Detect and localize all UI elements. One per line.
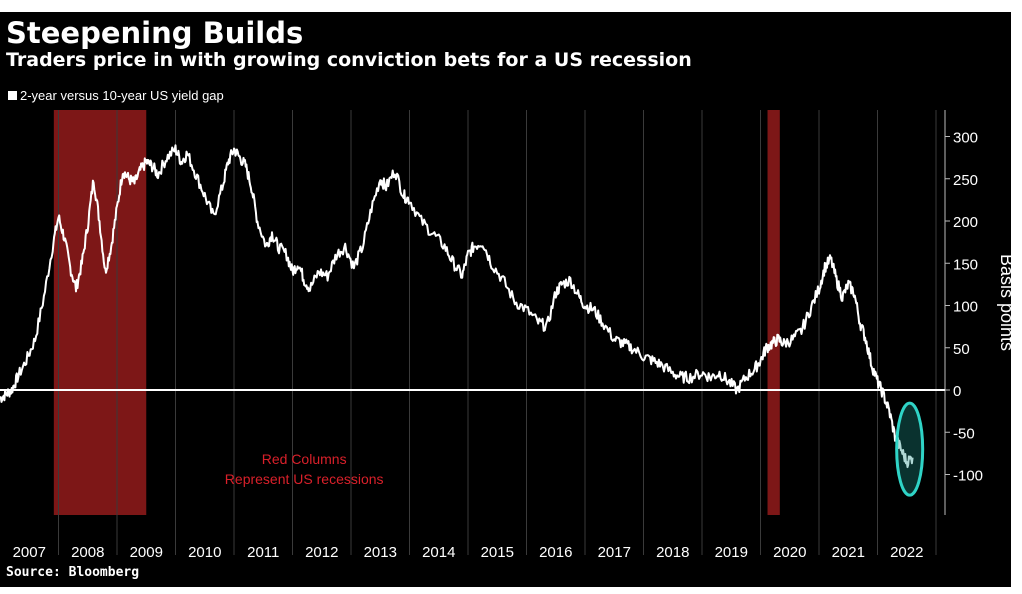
x-tick-label: 2011 <box>247 544 279 561</box>
x-tick-label: 2016 <box>539 544 572 561</box>
x-tick-label: 2021 <box>832 544 865 561</box>
y-tick-label: 200 <box>953 214 978 231</box>
x-tick-label: 2012 <box>305 544 338 561</box>
recession-annotation-line2: Represent US recessions <box>225 471 384 487</box>
x-tick-label: 2014 <box>422 544 455 561</box>
vertical-gridlines <box>58 110 946 555</box>
legend-swatch <box>8 91 17 100</box>
x-tick-label: 2018 <box>656 544 689 561</box>
x-tick-label: 2015 <box>481 544 514 561</box>
recession-column-1 <box>767 110 780 515</box>
x-tick-label: 2009 <box>130 544 163 561</box>
series-line-0 <box>0 144 914 469</box>
x-tick-label: 2007 <box>13 544 46 561</box>
series-layer <box>0 144 914 469</box>
chart-subtitle: Traders price in with growing conviction… <box>6 49 692 71</box>
x-tick-label: 2019 <box>715 544 748 561</box>
legend: 2-year versus 10-year US yield gap <box>8 88 224 103</box>
chart-panel: Steepening Builds Traders price in with … <box>0 12 1011 587</box>
chart-title: Steepening Builds <box>6 16 304 50</box>
y-tick-label: -100 <box>953 468 983 485</box>
y-tick-label: 50 <box>953 341 970 358</box>
y-tick-label: -50 <box>953 425 975 442</box>
axis-ticks: 300 250 200 150 100 50 0 -50 -100 2007 2008 2009 201… <box>13 130 983 562</box>
x-tick-label: 2010 <box>188 544 221 561</box>
y-tick-label: 150 <box>953 256 978 273</box>
y-tick-label: 0 <box>953 383 961 400</box>
legend-label: 2-year versus 10-year US yield gap <box>20 88 224 103</box>
recession-column-0 <box>53 110 147 515</box>
x-tick-label: 2022 <box>890 544 923 561</box>
x-tick-label: 2008 <box>71 544 104 561</box>
y-axis-label: Basis points <box>997 254 1011 351</box>
x-tick-label: 2017 <box>598 544 631 561</box>
highlight-ellipse <box>895 401 925 497</box>
source-note: Source: Bloomberg <box>6 565 140 580</box>
x-tick-label: 2013 <box>364 544 397 561</box>
recession-columns <box>53 110 780 515</box>
y-tick-label: 100 <box>953 299 978 316</box>
line-chart: 300 250 200 150 100 50 0 -50 -100 2007 2008 2009 201… <box>0 110 1011 562</box>
y-tick-label: 250 <box>953 172 978 189</box>
recession-annotation-line1: Red Columns <box>262 451 347 467</box>
y-tick-label: 300 <box>953 130 978 147</box>
x-tick-label: 2020 <box>773 544 806 561</box>
